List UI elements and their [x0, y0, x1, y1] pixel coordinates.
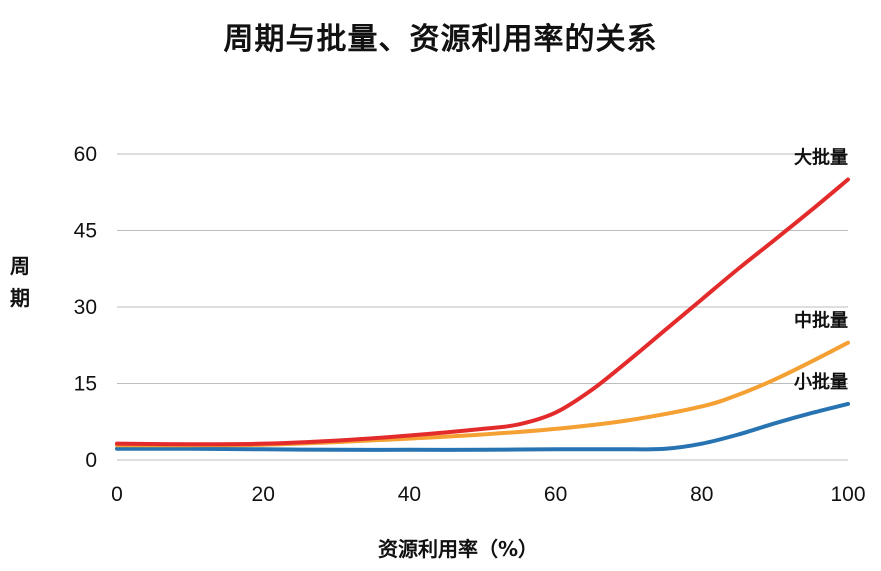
- x-tick-label: 80: [690, 483, 713, 506]
- series-lines: [115, 177, 850, 452]
- y-axis-title-part-1: 周: [10, 254, 30, 278]
- series-line-large: [115, 177, 850, 447]
- series-label-small: 小批量: [794, 371, 848, 393]
- chart-title: 周期与批量、资源利用率的关系: [223, 22, 658, 57]
- gridlines: [117, 153, 848, 461]
- series-line-small: [115, 401, 850, 452]
- x-tick-label: 40: [398, 483, 421, 506]
- y-axis-title-part-2: 期: [10, 286, 30, 310]
- series-label-large: 大批量: [794, 147, 848, 169]
- y-tick-label: 30: [74, 296, 97, 319]
- x-tick-label: 100: [830, 483, 865, 506]
- x-tick-label: 20: [252, 483, 275, 506]
- x-axis-title: 资源利用率（%）: [378, 537, 538, 561]
- x-tick-label: 60: [544, 483, 567, 506]
- x-tick-label: 0: [111, 483, 123, 506]
- y-tick-label: 15: [74, 373, 97, 396]
- series-label-medium: 中批量: [794, 310, 848, 332]
- x-axis-ticks: 0 20 40 60 80 100: [111, 483, 865, 506]
- y-tick-label: 0: [85, 449, 97, 472]
- y-axis-ticks: 0 15 30 45 60: [74, 143, 97, 472]
- y-tick-label: 60: [74, 143, 97, 166]
- y-tick-label: 45: [74, 220, 97, 243]
